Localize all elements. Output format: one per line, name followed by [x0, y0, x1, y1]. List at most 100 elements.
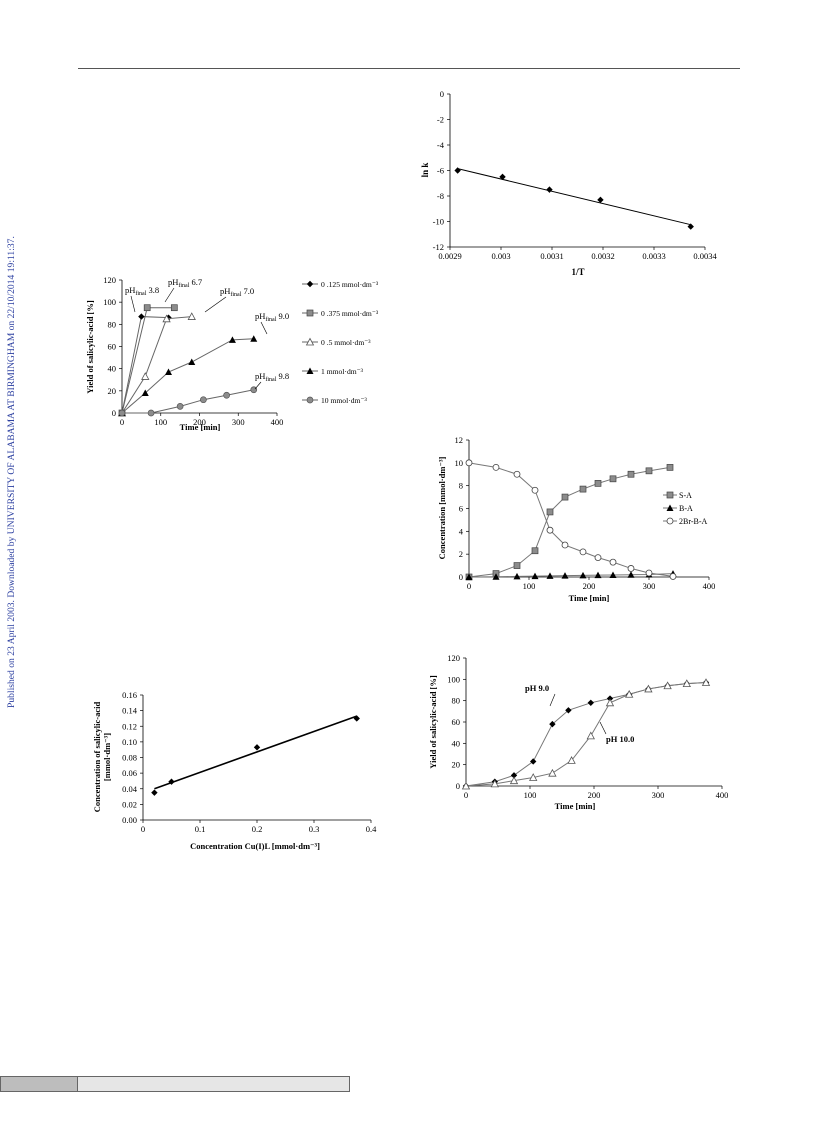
annotation-label: pHfinal 6.7 — [168, 277, 202, 289]
data-point — [605, 698, 615, 707]
y-tick-label: 4 — [459, 526, 464, 536]
y-tick-label: 0 — [112, 408, 116, 418]
y-tick-label: -2 — [437, 115, 444, 125]
x-axis-label: Time [min] — [180, 422, 221, 432]
x-tick-label: 100 — [523, 581, 536, 591]
y-axis-label: ln k — [420, 163, 430, 178]
annotation-ph: pH — [168, 277, 178, 287]
annotation-arrow — [254, 381, 262, 390]
data-point — [529, 773, 538, 781]
data-point — [188, 358, 196, 366]
data-point — [530, 758, 537, 765]
annotation-arrow — [130, 295, 136, 313]
legend-entry: B-A — [679, 504, 693, 513]
data-point — [663, 681, 672, 690]
plot-area: 0 100 200 300 400 0 2 4 6 8 10 12 S-A B-A 2Br-B-A Time … — [437, 435, 715, 603]
data-point — [627, 571, 635, 578]
legend-entry: 0 .5 mmol·dm⁻³ — [321, 338, 371, 347]
concentration-time-chart: 0 100 200 300 400 0 2 4 6 8 10 12 S-A B-A 2Br-B-A Time … — [437, 435, 715, 603]
x-tick-label: 0.1 — [195, 824, 206, 834]
data-point — [561, 493, 569, 501]
data-point — [546, 186, 553, 193]
x-tick-label: 200 — [583, 581, 596, 591]
legend-marker — [666, 491, 674, 499]
annotation-label: pHfinal 3.8 — [125, 285, 159, 297]
data-point — [645, 569, 653, 577]
y-tick-label: 10 — [455, 458, 464, 468]
data-point — [151, 789, 158, 796]
data-point — [627, 565, 635, 572]
y-tick-label: 0.06 — [122, 768, 137, 778]
y-tick-label: -10 — [433, 217, 444, 227]
y-tick-label: 60 — [452, 717, 461, 727]
x-tick-label: 100 — [154, 417, 167, 427]
data-point — [579, 485, 587, 493]
series-line — [121, 307, 175, 414]
data-point — [353, 715, 360, 722]
annotation-sub: final — [265, 376, 276, 383]
data-point — [162, 314, 171, 323]
data-point — [499, 173, 506, 181]
data-point — [594, 554, 602, 561]
series-line — [468, 466, 671, 578]
plot-area: 0.0029 0.003 0.0031 0.0032 0.0033 0.0034 0 -2 -4… — [420, 89, 717, 277]
data-point — [141, 389, 149, 397]
y-tick-label: 0.14 — [122, 706, 138, 716]
trendline — [154, 715, 358, 790]
data-point — [594, 571, 602, 579]
plot-area: 0 0.1 0.2 0.3 0.4 0.00 0.02 0.04 0.06 0.08 0.10 0.1… — [92, 690, 377, 851]
legend-marker — [306, 280, 314, 288]
data-point — [531, 486, 539, 494]
series-line — [468, 462, 674, 577]
y-tick-label: 40 — [452, 738, 461, 748]
data-point — [510, 772, 518, 779]
data-point — [165, 368, 172, 375]
y-tick-label: -12 — [433, 242, 444, 252]
series-line — [465, 682, 707, 787]
y-tick-label: 0.00 — [122, 815, 137, 825]
x-axis-label: Concentration Cu(I)L [mmol·dm⁻³] — [190, 841, 320, 851]
salicylic-cu-chart: 0 0.1 0.2 0.3 0.4 0.00 0.02 0.04 0.06 0.08 0.10 0.1… — [92, 690, 377, 851]
data-point — [546, 508, 554, 516]
x-tick-label: 0.0029 — [438, 251, 461, 261]
annotation-value: 9.0 — [276, 311, 289, 321]
legend-entry: 10 mmol·dm⁻³ — [321, 396, 367, 405]
data-point — [546, 572, 554, 579]
data-point — [594, 480, 602, 487]
y-tick-label: -4 — [437, 140, 445, 150]
y-tick-label: -8 — [437, 191, 444, 201]
annotation-label: pHfinal 9.0 — [255, 311, 289, 323]
x-tick-label: 0.3 — [309, 824, 320, 834]
x-axis-label: 1/T — [571, 267, 584, 277]
x-tick-label: 400 — [271, 417, 284, 427]
y-tick-label: 20 — [452, 760, 461, 770]
annotation-value: 3.8 — [146, 285, 159, 295]
data-point — [701, 678, 711, 686]
yield-ph-chart: 0 100 200 300 400 0 20 40 60 80 100 120 pH 9.0 pH 10.… — [428, 653, 728, 811]
y-tick-label: 8 — [459, 481, 463, 491]
y-tick-label: 0.02 — [122, 799, 137, 809]
download-watermark: Published on 23 April 2003. Downloaded b… — [6, 180, 20, 708]
annotation-arrow — [164, 287, 175, 303]
x-axis-label: Time [min] — [569, 593, 610, 603]
annotation-ph: pH — [255, 311, 265, 321]
data-point — [147, 409, 155, 417]
data-point — [454, 167, 461, 174]
trendline — [457, 168, 691, 226]
x-tick-label: 0 — [120, 417, 124, 427]
y-tick-label: 100 — [103, 297, 116, 307]
x-tick-label: 0.0032 — [591, 251, 614, 261]
x-tick-label: 300 — [652, 790, 665, 800]
data-point — [143, 304, 151, 312]
data-point — [609, 475, 617, 483]
data-point — [586, 731, 595, 740]
y-tick-label: 0.08 — [122, 753, 137, 763]
legend-marker — [306, 367, 314, 374]
y-tick-label: 12 — [455, 435, 464, 445]
watermark-text: Published on 23 April 2003. Downloaded b… — [6, 236, 17, 708]
data-point — [253, 744, 261, 751]
y-tick-label: 80 — [452, 696, 461, 706]
annotation-label: pHfinal 9.8 — [255, 371, 289, 383]
